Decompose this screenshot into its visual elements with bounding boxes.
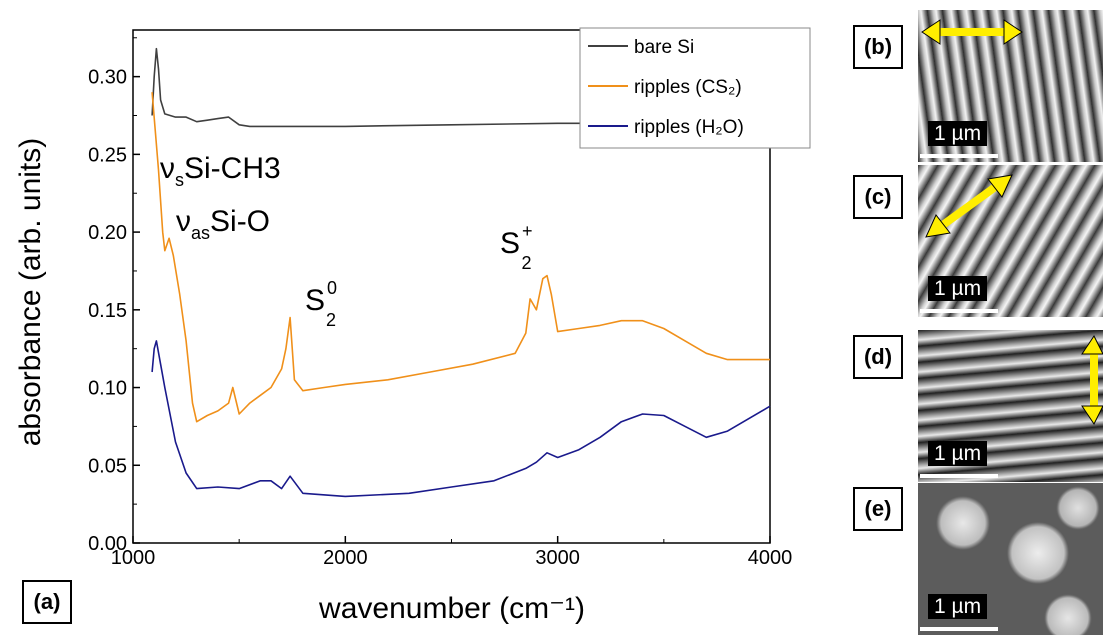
legend-box bbox=[579, 27, 811, 149]
y-tick-label: 0.10 bbox=[88, 378, 127, 400]
series-line-2 bbox=[151, 92, 770, 423]
x-tick-label: 1000 bbox=[111, 547, 156, 569]
y-tick-label: 0.20 bbox=[88, 222, 127, 244]
x-tick-label: 2000 bbox=[323, 547, 368, 569]
sem-image-e: 1 µm bbox=[918, 483, 1103, 635]
legend-label: bare Si bbox=[634, 37, 694, 58]
series-line-3 bbox=[151, 340, 771, 498]
y-tick-label: 0.15 bbox=[88, 300, 127, 322]
legend-label: ripples (H₂O) bbox=[634, 117, 744, 138]
panel-label-e: (e) bbox=[853, 487, 903, 531]
panel-label-d: (d) bbox=[853, 335, 903, 379]
annotation-label: νsSi-CH3 bbox=[160, 152, 281, 190]
y-tick-label: 0.30 bbox=[88, 67, 127, 89]
polarization-arrow-d bbox=[1081, 335, 1103, 425]
y-tick-label: 0.25 bbox=[88, 144, 127, 166]
annotation-label: S +2 bbox=[500, 221, 533, 273]
sem-image-d: 1 µm bbox=[918, 330, 1103, 482]
scale-bar-b: 1 µm bbox=[928, 121, 988, 146]
sem-image-c: 1 µm bbox=[918, 165, 1103, 317]
scale-line-c bbox=[920, 309, 998, 313]
series-line-1 bbox=[151, 47, 770, 128]
scale-line-d bbox=[920, 474, 998, 478]
scale-line-b bbox=[920, 154, 998, 158]
y-axis-title: absorbance (arb. units) bbox=[14, 138, 47, 447]
scale-line-e bbox=[920, 627, 998, 631]
panel-label-a: (a) bbox=[22, 580, 72, 624]
legend-label: ripples (CS₂) bbox=[634, 77, 742, 98]
annotation-label: νasSi-O bbox=[176, 205, 270, 243]
panel-label-b: (b) bbox=[853, 25, 903, 69]
polarization-arrow-c bbox=[925, 174, 1013, 238]
scale-bar-e: 1 µm bbox=[928, 594, 988, 619]
panel-label-c: (c) bbox=[853, 175, 903, 219]
y-tick-label: 0.00 bbox=[88, 533, 127, 555]
polarization-arrow-b bbox=[921, 19, 1023, 45]
sem-image-b: 1 µm bbox=[918, 10, 1103, 162]
scale-bar-c: 1 µm bbox=[928, 276, 988, 301]
scale-bar-d: 1 µm bbox=[928, 441, 988, 466]
x-tick-label: 3000 bbox=[535, 547, 580, 569]
x-tick-label: 4000 bbox=[748, 547, 793, 569]
x-axis-title: wavenumber (cm⁻¹) bbox=[318, 592, 585, 625]
y-tick-label: 0.05 bbox=[88, 455, 127, 477]
